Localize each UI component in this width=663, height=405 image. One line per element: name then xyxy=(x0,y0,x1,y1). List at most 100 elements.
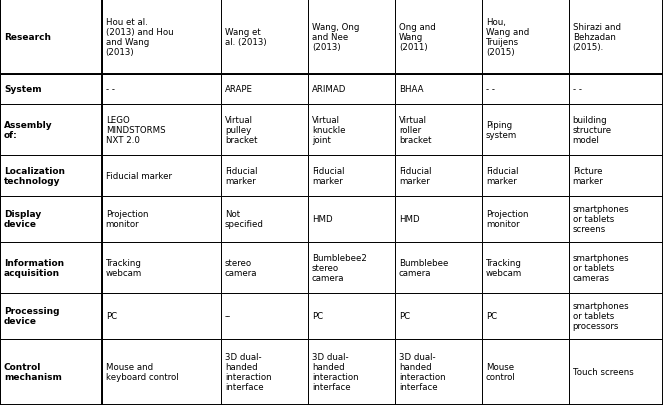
Text: Bumblebee
camera: Bumblebee camera xyxy=(399,258,448,277)
Bar xyxy=(569,0,663,75)
Text: --: -- xyxy=(225,311,231,320)
Text: Fiducial
marker: Fiducial marker xyxy=(312,166,344,185)
Text: ARAPE: ARAPE xyxy=(225,85,253,94)
Bar xyxy=(569,196,663,242)
Text: smartphones
or tablets
processors: smartphones or tablets processors xyxy=(573,301,629,330)
Text: Bumblebee2
stereo
camera: Bumblebee2 stereo camera xyxy=(312,253,367,282)
Bar xyxy=(101,0,221,75)
Text: Not
specified: Not specified xyxy=(225,210,264,229)
Bar xyxy=(0,339,101,405)
Text: Tracking
webcam: Tracking webcam xyxy=(486,258,522,277)
Text: Wang et
al. (2013): Wang et al. (2013) xyxy=(225,28,267,47)
Text: Touch screens: Touch screens xyxy=(573,367,633,376)
Bar xyxy=(221,242,308,293)
Text: Hou,
Wang and
Truijens
(2015): Hou, Wang and Truijens (2015) xyxy=(486,18,529,57)
Bar xyxy=(308,339,395,405)
Text: Projection
monitor: Projection monitor xyxy=(486,210,528,229)
Bar xyxy=(569,75,663,104)
Bar xyxy=(395,0,482,75)
Bar xyxy=(569,339,663,405)
Text: Fiducial
marker: Fiducial marker xyxy=(225,166,257,185)
Bar xyxy=(0,196,101,242)
Text: Ong and
Wang
(2011): Ong and Wang (2011) xyxy=(399,23,436,52)
Text: PC: PC xyxy=(105,311,117,320)
Text: HMD: HMD xyxy=(312,215,333,224)
Text: building
structure
model: building structure model xyxy=(573,115,612,144)
Text: Mouse and
keyboard control: Mouse and keyboard control xyxy=(105,362,178,382)
Bar xyxy=(221,293,308,339)
Bar xyxy=(482,242,569,293)
Bar xyxy=(395,242,482,293)
Text: - -: - - xyxy=(105,85,115,94)
Text: Shirazi and
Behzadan
(2015).: Shirazi and Behzadan (2015). xyxy=(573,23,621,52)
Bar xyxy=(569,155,663,196)
Text: smartphones
or tablets
cameras: smartphones or tablets cameras xyxy=(573,253,629,282)
Bar xyxy=(221,155,308,196)
Bar xyxy=(395,196,482,242)
Bar xyxy=(101,104,221,155)
Bar xyxy=(308,104,395,155)
Bar xyxy=(395,155,482,196)
Bar xyxy=(482,0,569,75)
Text: PC: PC xyxy=(399,311,410,320)
Text: Virtual
knuckle
joint: Virtual knuckle joint xyxy=(312,115,345,144)
Text: Virtual
roller
bracket: Virtual roller bracket xyxy=(399,115,432,144)
Bar xyxy=(0,0,101,75)
Text: - -: - - xyxy=(573,85,581,94)
Bar xyxy=(482,155,569,196)
Text: BHAA: BHAA xyxy=(399,85,424,94)
Text: Localization
technology: Localization technology xyxy=(4,166,65,185)
Bar xyxy=(395,339,482,405)
Text: Piping
system: Piping system xyxy=(486,120,517,139)
Bar xyxy=(308,196,395,242)
Bar xyxy=(395,104,482,155)
Bar xyxy=(221,196,308,242)
Bar xyxy=(101,339,221,405)
Bar xyxy=(0,104,101,155)
Bar xyxy=(101,155,221,196)
Text: Fiducial
marker: Fiducial marker xyxy=(486,166,518,185)
Text: Wang, Ong
and Nee
(2013): Wang, Ong and Nee (2013) xyxy=(312,23,359,52)
Text: Fiducial
marker: Fiducial marker xyxy=(399,166,432,185)
Text: 3D dual-
handed
interaction
interface: 3D dual- handed interaction interface xyxy=(225,352,272,392)
Bar xyxy=(308,155,395,196)
Text: stereo
camera: stereo camera xyxy=(225,258,257,277)
Bar xyxy=(221,339,308,405)
Bar xyxy=(482,293,569,339)
Text: Processing
device: Processing device xyxy=(4,307,60,326)
Text: Virtual
pulley
bracket: Virtual pulley bracket xyxy=(225,115,257,144)
Bar xyxy=(308,293,395,339)
Bar xyxy=(0,75,101,104)
Bar xyxy=(101,75,221,104)
Bar xyxy=(308,242,395,293)
Bar xyxy=(221,75,308,104)
Text: smartphones
or tablets
screens: smartphones or tablets screens xyxy=(573,205,629,234)
Bar xyxy=(101,293,221,339)
Bar xyxy=(101,242,221,293)
Text: 3D dual-
handed
interaction
interface: 3D dual- handed interaction interface xyxy=(312,352,359,392)
Text: Assembly
of:: Assembly of: xyxy=(4,120,52,139)
Text: Fiducial marker: Fiducial marker xyxy=(105,171,172,180)
Text: - -: - - xyxy=(486,85,495,94)
Text: Tracking
webcam: Tracking webcam xyxy=(105,258,142,277)
Text: Information
acquisition: Information acquisition xyxy=(4,258,64,277)
Text: HMD: HMD xyxy=(399,215,420,224)
Bar xyxy=(308,75,395,104)
Bar xyxy=(482,104,569,155)
Bar xyxy=(569,104,663,155)
Text: PC: PC xyxy=(312,311,323,320)
Text: ARIMAD: ARIMAD xyxy=(312,85,346,94)
Bar xyxy=(221,0,308,75)
Bar xyxy=(101,196,221,242)
Bar xyxy=(0,155,101,196)
Bar xyxy=(569,242,663,293)
Text: Projection
monitor: Projection monitor xyxy=(105,210,148,229)
Bar xyxy=(0,242,101,293)
Bar xyxy=(395,293,482,339)
Bar xyxy=(482,196,569,242)
Text: Research: Research xyxy=(4,33,51,42)
Text: Control
mechanism: Control mechanism xyxy=(4,362,62,382)
Bar xyxy=(308,0,395,75)
Bar xyxy=(221,104,308,155)
Bar xyxy=(569,293,663,339)
